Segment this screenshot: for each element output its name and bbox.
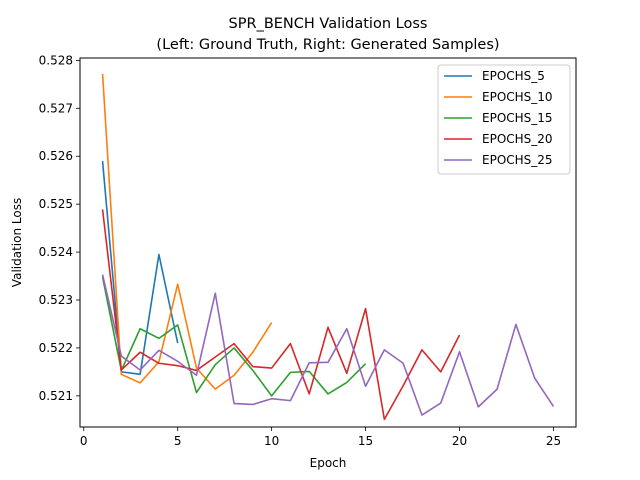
y-tick-label: 0.528 [39,53,73,67]
x-tick-label: 15 [358,434,373,448]
x-axis-label: Epoch [310,456,347,470]
series-line-epochs-15 [101,276,367,397]
plot-frame [79,57,577,428]
legend: EPOCHS_5 EPOCHS_10 EPOCHS_15 EPOCHS_20 EPOCH… [437,64,571,175]
series-line-epochs-25 [101,274,555,416]
legend-label: EPOCHS_15 [482,111,553,125]
legend-label: EPOCHS_25 [482,153,553,167]
y-tick-label: 0.522 [39,341,73,355]
series-line-epochs-10 [101,73,273,390]
chart-subtitle: (Left: Ground Truth, Right: Generated Sa… [156,37,499,53]
series-lines [101,73,555,421]
y-axis-label: Validation Loss [10,198,24,287]
legend-label: EPOCHS_5 [482,69,545,83]
x-tick-label: 5 [174,434,182,448]
x-tick-label: 0 [80,434,88,448]
series-line-epochs-5 [101,160,179,376]
chart-title: SPR_BENCH Validation Loss [229,16,428,32]
legend-box [437,64,571,175]
series-line-epochs-20 [101,209,461,421]
x-tick-label: 25 [546,434,561,448]
y-tick-label: 0.523 [39,293,73,307]
y-tick-label: 0.527 [39,101,73,115]
x-tick-label: 20 [452,434,467,448]
y-tick-label: 0.524 [39,245,73,259]
y-tick-label: 0.526 [39,149,73,163]
y-tick-label: 0.521 [39,389,73,403]
legend-label: EPOCHS_10 [482,90,553,104]
legend-label: EPOCHS_20 [482,132,553,146]
x-tick-label: 10 [264,434,279,448]
axis-ticks: 0 5 10 15 20 25 0.521 0.522 0.523 0.524 0.525 0.526… [39,53,561,448]
y-tick-label: 0.525 [39,197,73,211]
